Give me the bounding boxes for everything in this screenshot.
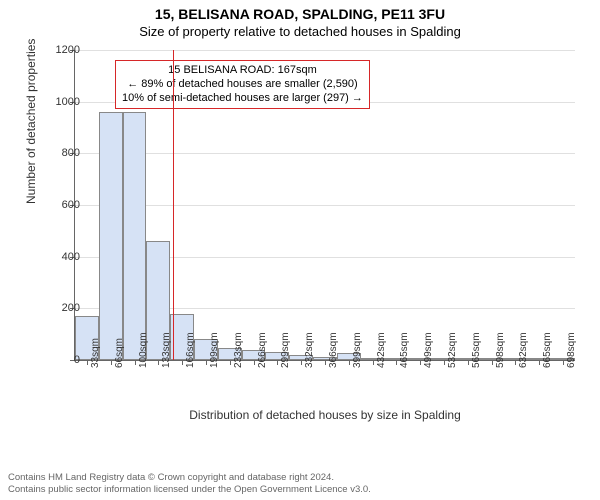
y-tick-label: 800 (62, 147, 80, 159)
x-tick-label: 532sqm (447, 332, 458, 368)
gridline (75, 50, 575, 51)
x-tick-mark (325, 360, 326, 365)
x-tick-mark (563, 360, 564, 365)
y-tick-label: 1000 (56, 96, 80, 108)
histogram-chart: Number of detached properties 15 BELISAN… (44, 44, 584, 414)
x-tick-mark (254, 360, 255, 365)
x-tick-mark (301, 360, 302, 365)
gridline (75, 205, 575, 206)
histogram-bar (99, 112, 123, 360)
page-subtitle: Size of property relative to detached ho… (0, 22, 600, 39)
annotation-line-3: 10% of semi-detached houses are larger (… (122, 92, 363, 106)
footer-attribution: Contains HM Land Registry data © Crown c… (8, 472, 371, 496)
x-tick-mark (277, 360, 278, 365)
x-tick-label: 66sqm (114, 338, 125, 368)
x-tick-mark (420, 360, 421, 365)
x-tick-mark (87, 360, 88, 365)
x-tick-label: 698sqm (566, 332, 577, 368)
y-tick-label: 1200 (56, 44, 80, 56)
y-tick-label: 400 (62, 251, 80, 263)
x-tick-mark (539, 360, 540, 365)
x-tick-mark (111, 360, 112, 365)
x-tick-mark (135, 360, 136, 365)
x-tick-mark (492, 360, 493, 365)
x-tick-label: 199sqm (209, 332, 220, 368)
annotation-line-2: ← 89% of detached houses are smaller (2,… (122, 78, 363, 92)
page-title: 15, BELISANA ROAD, SPALDING, PE11 3FU (0, 0, 600, 22)
x-tick-label: 598sqm (495, 332, 506, 368)
x-tick-label: 632sqm (518, 332, 529, 368)
y-tick-label: 0 (74, 354, 80, 366)
x-tick-label: 332sqm (304, 332, 315, 368)
x-tick-label: 432sqm (376, 332, 387, 368)
x-tick-mark (444, 360, 445, 365)
x-tick-label: 499sqm (423, 332, 434, 368)
x-axis-label: Distribution of detached houses by size … (75, 408, 575, 422)
x-tick-mark (349, 360, 350, 365)
x-tick-mark (206, 360, 207, 365)
histogram-bar (123, 112, 147, 360)
x-tick-mark (515, 360, 516, 365)
x-tick-label: 33sqm (90, 338, 101, 368)
x-tick-label: 233sqm (233, 332, 244, 368)
plot-area: 15 BELISANA ROAD: 167sqm ← 89% of detach… (74, 50, 575, 361)
x-tick-label: 399sqm (352, 332, 363, 368)
annotation-box: 15 BELISANA ROAD: 167sqm ← 89% of detach… (115, 60, 370, 109)
x-tick-label: 166sqm (185, 332, 196, 368)
gridline (75, 153, 575, 154)
annotation-line-1: 15 BELISANA ROAD: 167sqm (122, 64, 363, 78)
x-tick-mark (230, 360, 231, 365)
x-tick-label: 100sqm (138, 332, 149, 368)
x-tick-label: 565sqm (471, 332, 482, 368)
marker-line (173, 50, 174, 360)
x-tick-mark (468, 360, 469, 365)
x-tick-label: 133sqm (161, 332, 172, 368)
y-tick-label: 200 (62, 302, 80, 314)
y-axis-label: Number of detached properties (24, 39, 38, 204)
footer-line-2: Contains public sector information licen… (8, 484, 371, 496)
footer-line-1: Contains HM Land Registry data © Crown c… (8, 472, 371, 484)
y-tick-label: 600 (62, 199, 80, 211)
x-tick-label: 665sqm (542, 332, 553, 368)
x-tick-mark (396, 360, 397, 365)
x-tick-mark (373, 360, 374, 365)
x-tick-mark (182, 360, 183, 365)
x-tick-label: 266sqm (257, 332, 268, 368)
x-tick-label: 366sqm (328, 332, 339, 368)
x-tick-mark (158, 360, 159, 365)
x-tick-label: 465sqm (399, 332, 410, 368)
x-tick-label: 299sqm (280, 332, 291, 368)
